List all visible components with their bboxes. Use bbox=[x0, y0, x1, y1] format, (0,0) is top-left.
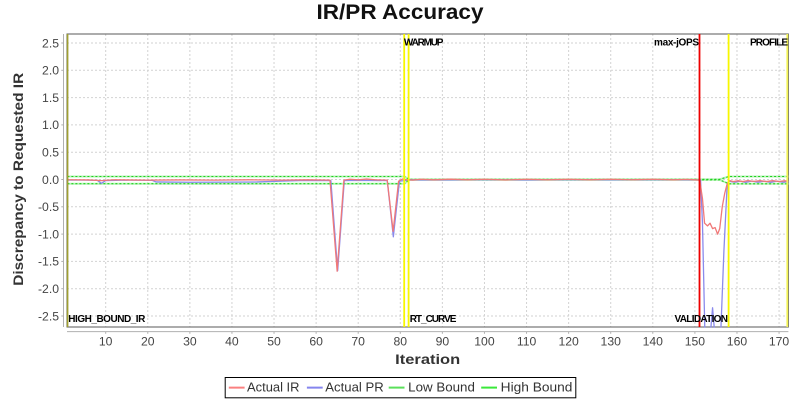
svg-text:170: 170 bbox=[769, 335, 790, 349]
svg-text:100: 100 bbox=[474, 335, 495, 349]
svg-text:60: 60 bbox=[309, 335, 323, 349]
svg-text:WARMUP: WARMUP bbox=[404, 37, 444, 48]
svg-text:Low Bound: Low Bound bbox=[408, 381, 475, 395]
svg-text:0.0: 0.0 bbox=[42, 173, 59, 187]
svg-text:max-jOPS: max-jOPS bbox=[654, 37, 699, 48]
svg-text:130: 130 bbox=[601, 335, 622, 349]
svg-text:-2.5: -2.5 bbox=[38, 309, 59, 323]
svg-text:2.5: 2.5 bbox=[42, 36, 59, 50]
svg-text:160: 160 bbox=[727, 335, 748, 349]
svg-text:120: 120 bbox=[558, 335, 579, 349]
svg-text:150: 150 bbox=[685, 335, 706, 349]
svg-text:Iteration: Iteration bbox=[395, 351, 460, 367]
svg-text:80: 80 bbox=[394, 335, 408, 349]
svg-text:Actual IR: Actual IR bbox=[247, 381, 300, 395]
svg-text:10: 10 bbox=[99, 335, 113, 349]
svg-text:0.5: 0.5 bbox=[42, 146, 59, 160]
svg-text:-0.5: -0.5 bbox=[38, 200, 59, 214]
svg-text:40: 40 bbox=[225, 335, 239, 349]
svg-text:1.0: 1.0 bbox=[42, 118, 59, 132]
svg-text:HIGH_BOUND_IR: HIGH_BOUND_IR bbox=[68, 314, 146, 325]
svg-text:1.5: 1.5 bbox=[42, 91, 59, 105]
svg-text:RT_CURVE: RT_CURVE bbox=[410, 314, 457, 325]
svg-text:Discrepancy to Requested IR: Discrepancy to Requested IR bbox=[10, 73, 26, 286]
svg-text:-2.0: -2.0 bbox=[38, 282, 59, 296]
svg-text:PROFILE: PROFILE bbox=[750, 37, 788, 48]
svg-text:IR/PR Accuracy: IR/PR Accuracy bbox=[317, 1, 484, 24]
svg-text:30: 30 bbox=[183, 335, 197, 349]
svg-text:High Bound: High Bound bbox=[501, 381, 573, 395]
svg-text:2.0: 2.0 bbox=[42, 64, 59, 78]
svg-text:110: 110 bbox=[517, 335, 537, 349]
svg-text:VALIDATION: VALIDATION bbox=[675, 314, 729, 325]
svg-text:70: 70 bbox=[351, 335, 365, 349]
svg-text:20: 20 bbox=[141, 335, 155, 349]
svg-text:Actual PR: Actual PR bbox=[325, 381, 383, 395]
svg-text:-1.0: -1.0 bbox=[38, 227, 59, 241]
svg-text:-1.5: -1.5 bbox=[38, 255, 59, 269]
svg-text:50: 50 bbox=[267, 335, 281, 349]
svg-text:90: 90 bbox=[436, 335, 450, 349]
svg-text:140: 140 bbox=[643, 335, 664, 349]
